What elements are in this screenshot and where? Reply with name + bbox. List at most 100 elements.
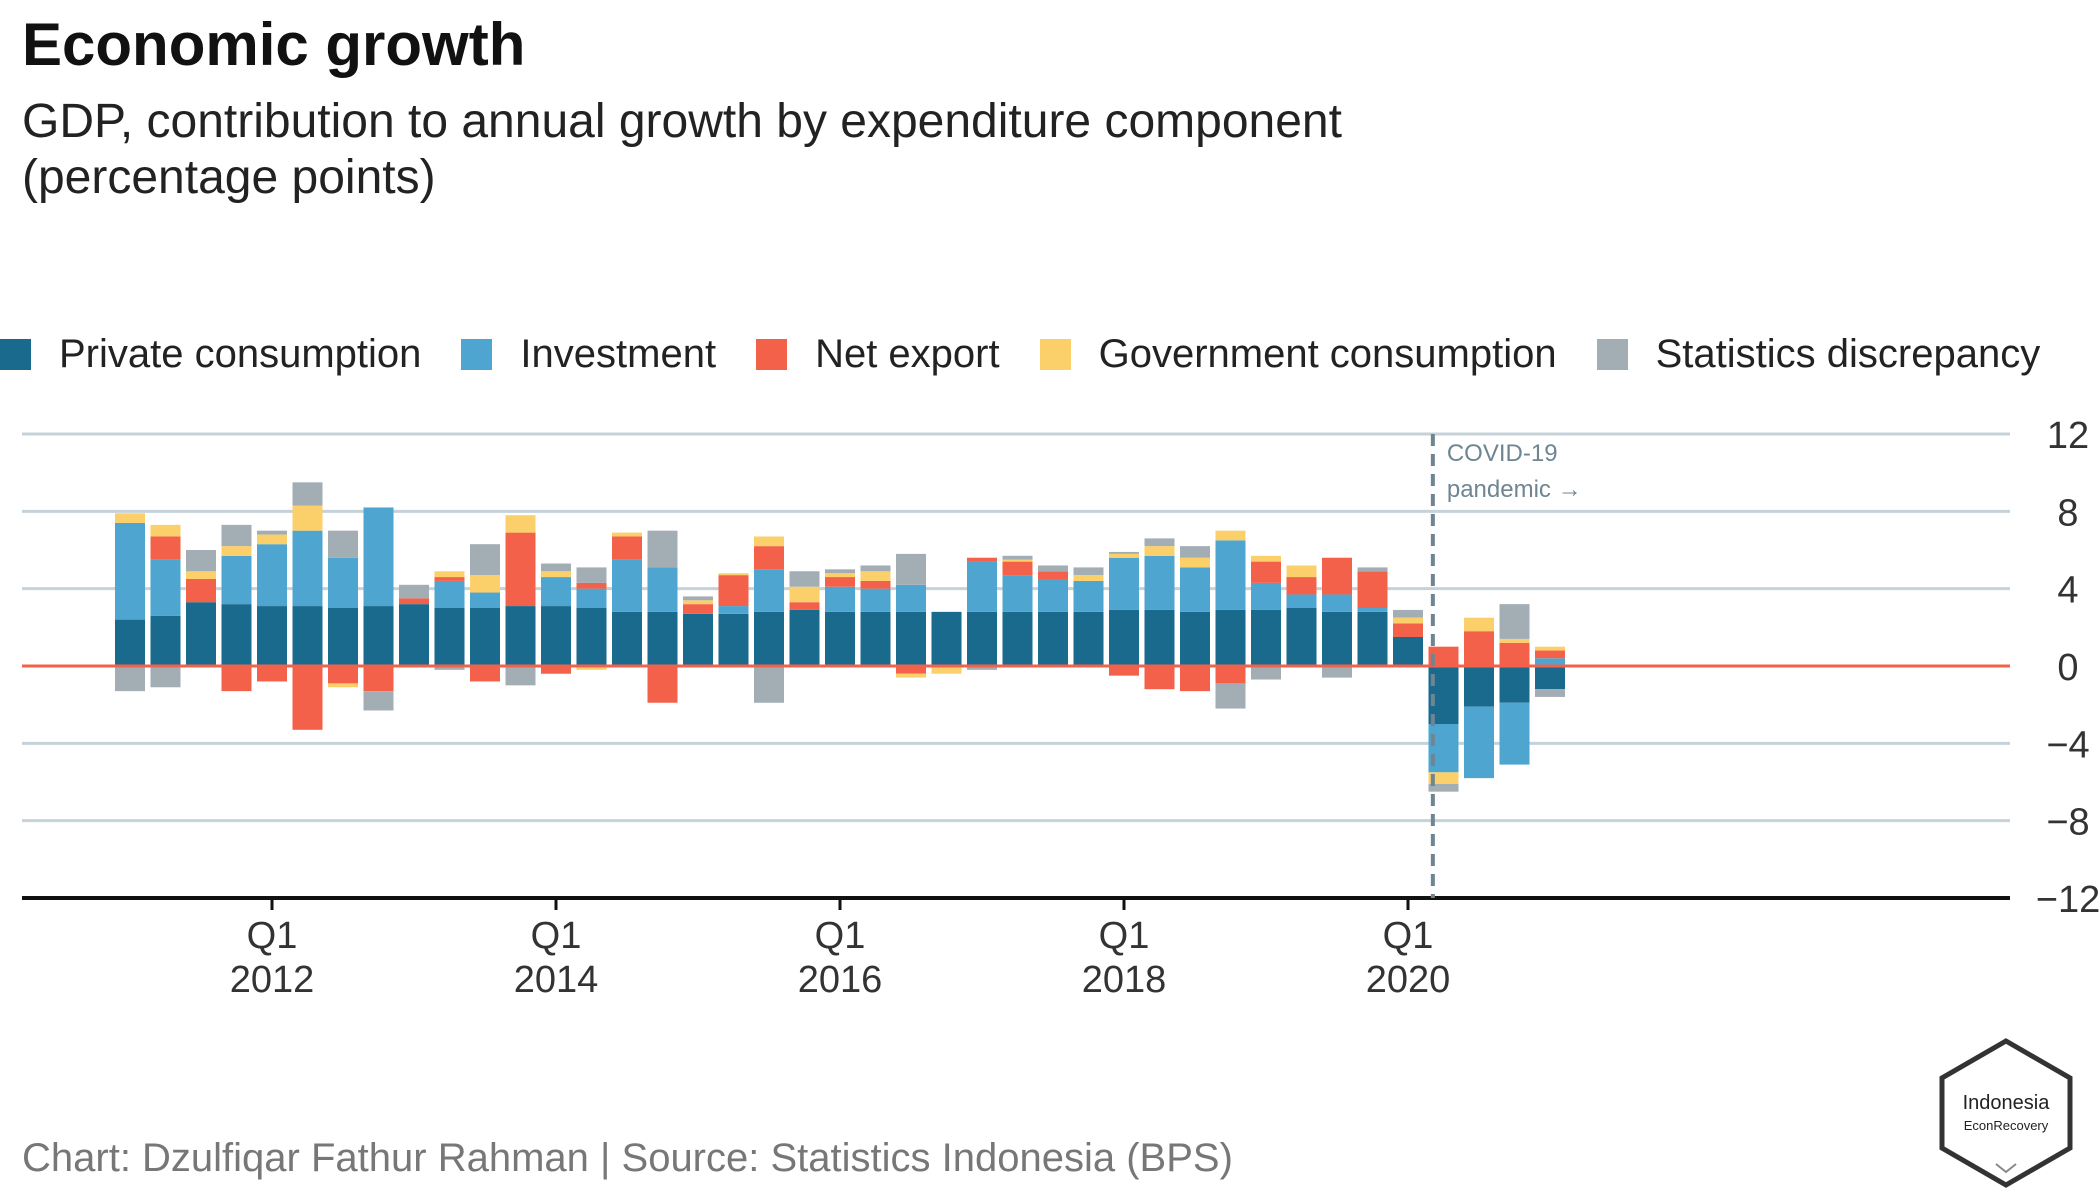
bar-private-consumption: [150, 615, 181, 666]
legend-item-private-consumption: Private consumption: [0, 332, 421, 377]
bar-net-export: [1499, 642, 1530, 666]
bar-net-export: [754, 546, 784, 570]
bar-net-export: [399, 598, 429, 605]
bar-private-consumption: [1393, 637, 1423, 666]
bar-government-consumption: [1251, 555, 1281, 562]
bar-government-consumption: [1464, 617, 1494, 632]
bar-statistics-discrepancy: [399, 584, 429, 599]
bar-investment: [1464, 706, 1494, 779]
bar-investment: [1357, 608, 1388, 612]
bar-government-consumption: [328, 683, 358, 688]
bar-statistics-discrepancy: [1144, 538, 1175, 547]
legend-swatch: [756, 338, 788, 370]
bar-net-export: [612, 536, 642, 560]
bar-investment: [1499, 702, 1530, 765]
bar-net-export: [1215, 666, 1246, 684]
bar-net-export: [1180, 666, 1210, 692]
bar-private-consumption: [115, 619, 145, 666]
bar-private-consumption: [789, 609, 820, 666]
x-tick-label-quarter: Q1: [531, 915, 582, 957]
y-tick-label: −12: [2036, 879, 2100, 921]
legend-item-statistics-discrepancy: Statistics discrepancy: [1596, 331, 2041, 377]
bar-private-consumption: [257, 606, 287, 666]
bar-government-consumption: [1002, 559, 1033, 562]
bar-statistics-discrepancy: [1535, 689, 1565, 697]
bar-government-consumption: [1073, 575, 1104, 581]
x-tick-label-quarter: Q1: [247, 915, 298, 957]
bar-net-export: [363, 666, 394, 692]
bar-government-consumption: [150, 524, 181, 537]
y-tick-label: −4: [2046, 724, 2089, 766]
bar-government-consumption: [1180, 557, 1210, 568]
legend-swatch: [461, 338, 493, 370]
x-tick-label-year: 2020: [1366, 959, 1451, 1001]
bar-statistics-discrepancy: [470, 544, 500, 576]
bar-net-export: [505, 532, 536, 607]
bar-investment: [1251, 582, 1281, 610]
bar-private-consumption: [1180, 611, 1210, 666]
bar-statistics-discrepancy: [1357, 567, 1388, 572]
bar-government-consumption: [789, 586, 820, 603]
bar-net-export: [186, 579, 216, 603]
bar-government-consumption: [576, 666, 607, 670]
bar-private-consumption: [1073, 611, 1104, 666]
bar-government-consumption: [1393, 617, 1423, 624]
bar-private-consumption: [1002, 611, 1033, 666]
bar-government-consumption: [718, 573, 749, 576]
bar-net-export: [1393, 623, 1423, 637]
bar-investment: [825, 586, 855, 612]
bar-private-consumption: [541, 606, 571, 666]
bar-statistics-discrepancy: [434, 666, 465, 670]
x-tick-label-year: 2016: [798, 959, 883, 1001]
bar-investment: [612, 559, 642, 612]
bar-net-export: [1038, 571, 1068, 579]
bar-net-export: [292, 666, 323, 730]
bar-government-consumption: [860, 571, 891, 581]
y-tick-label: 8: [2057, 492, 2078, 534]
x-tick-label-year: 2014: [514, 959, 599, 1001]
bar-investment: [1109, 557, 1139, 610]
bar-private-consumption: [1499, 666, 1530, 703]
bar-net-export: [257, 666, 287, 682]
bar-net-export: [860, 580, 891, 589]
bar-government-consumption: [541, 571, 571, 578]
bar-statistics-discrepancy: [754, 666, 784, 703]
bar-investment: [718, 606, 749, 614]
x-tick-label-year: 2018: [1082, 959, 1167, 1001]
bar-private-consumption: [505, 606, 536, 666]
bar-private-consumption: [1322, 611, 1352, 666]
bar-government-consumption: [1535, 646, 1565, 651]
bar-private-consumption: [612, 611, 642, 666]
bar-investment: [647, 567, 678, 612]
bar-statistics-discrepancy: [1002, 555, 1033, 560]
legend-swatch: [0, 338, 31, 370]
bar-private-consumption: [1251, 609, 1281, 666]
subtitle-line-2: (percentage points): [22, 151, 436, 204]
bar-net-export: [825, 577, 855, 587]
legend-label: Statistics discrepancy: [1655, 331, 2041, 376]
bar-statistics-discrepancy: [825, 569, 855, 574]
bar-investment: [541, 577, 571, 607]
bar-investment: [1535, 658, 1565, 666]
bar-statistics-discrepancy: [896, 553, 926, 585]
bar-statistics-discrepancy: [860, 565, 891, 572]
bar-private-consumption: [434, 608, 465, 666]
bar-investment: [1144, 555, 1175, 610]
bar-investment: [860, 588, 891, 612]
bar-private-consumption: [363, 606, 394, 666]
bar-government-consumption: [1109, 553, 1139, 558]
bar-statistics-discrepancy: [541, 563, 571, 572]
y-tick-label: 0: [2057, 647, 2078, 689]
bar-net-export: [1002, 561, 1033, 576]
bar-net-export: [470, 666, 500, 682]
bar-private-consumption: [1215, 609, 1246, 666]
bar-net-export: [1428, 646, 1459, 666]
bar-net-export: [1322, 557, 1352, 595]
bar-net-export: [896, 666, 926, 674]
bar-statistics-discrepancy: [1215, 683, 1246, 709]
y-tick-label: 12: [2047, 415, 2089, 457]
bar-government-consumption: [1428, 772, 1459, 784]
bar-investment: [470, 592, 500, 608]
bar-private-consumption: [1464, 666, 1494, 707]
bar-government-consumption: [1286, 565, 1317, 578]
